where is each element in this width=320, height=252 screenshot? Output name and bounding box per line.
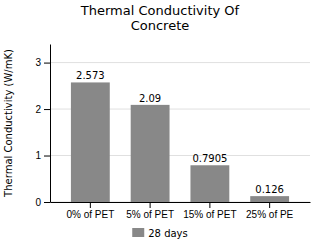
legend-swatch [132,228,144,237]
y-tick: 2 [35,104,50,115]
y-tick-label: 1 [35,150,41,161]
grid [50,63,310,202]
y-tick-mark [44,63,50,64]
x-tick-mark [209,202,210,208]
x-tick: 15% of PET [183,202,236,220]
x-tick: 0% of PET [66,202,114,220]
bar [131,105,170,202]
chart: Thermal Conductivity OfConcrete 2.573 2.09… [0,0,320,252]
y-tick: 1 [35,150,50,161]
x-tick: 25% of PE [246,202,294,220]
x-axis-line [51,202,311,203]
x-tick-label: 0% of PET [66,209,114,220]
y-tick: 3 [35,57,50,68]
title: Thermal Conductivity OfConcrete [80,3,240,33]
y-tick-label: 0 [35,197,41,208]
x-tick-mark [90,202,91,208]
data-label: 0.7905 [192,153,227,164]
data-label: 0.126 [255,184,284,195]
legend: 28 days [132,228,188,239]
bar [71,82,110,202]
grid-line [50,62,310,63]
legend-item: 28 days [132,228,188,239]
y-axis-line [50,45,51,203]
x-tick-label: 25% of PE [246,209,294,220]
y-tick-mark [44,109,50,110]
x-axis: 0% of PET 5% of PET 15% of PET 25% of PE [51,202,311,220]
y-tick: 0 [35,197,50,208]
data-label: 2.09 [139,93,161,104]
x-tick-label: 15% of PET [183,209,236,220]
y-axis-title: Thermal Conductivity (W/mK) [3,49,14,198]
x-tick: 5% of PET [126,202,174,220]
plot: 2.573 2.09 0.7905 0.126 0 1 2 3 0% of PET 5% of P… [35,45,310,221]
data-labels: 2.573 2.09 0.7905 0.126 [76,70,284,195]
data-label: 2.573 [76,70,105,81]
y-tick-mark [44,156,50,157]
y-tick-mark [44,202,50,203]
y-tick-label: 2 [35,104,41,115]
bar [250,196,289,202]
x-tick-label: 5% of PET [126,209,174,220]
bars [71,82,289,202]
bar [190,165,229,202]
x-tick-mark [269,202,270,208]
legend-label: 28 days [148,228,188,239]
x-tick-mark [150,202,151,208]
y-tick-label: 3 [35,57,41,68]
y-axis: 0 1 2 3 [35,45,50,208]
